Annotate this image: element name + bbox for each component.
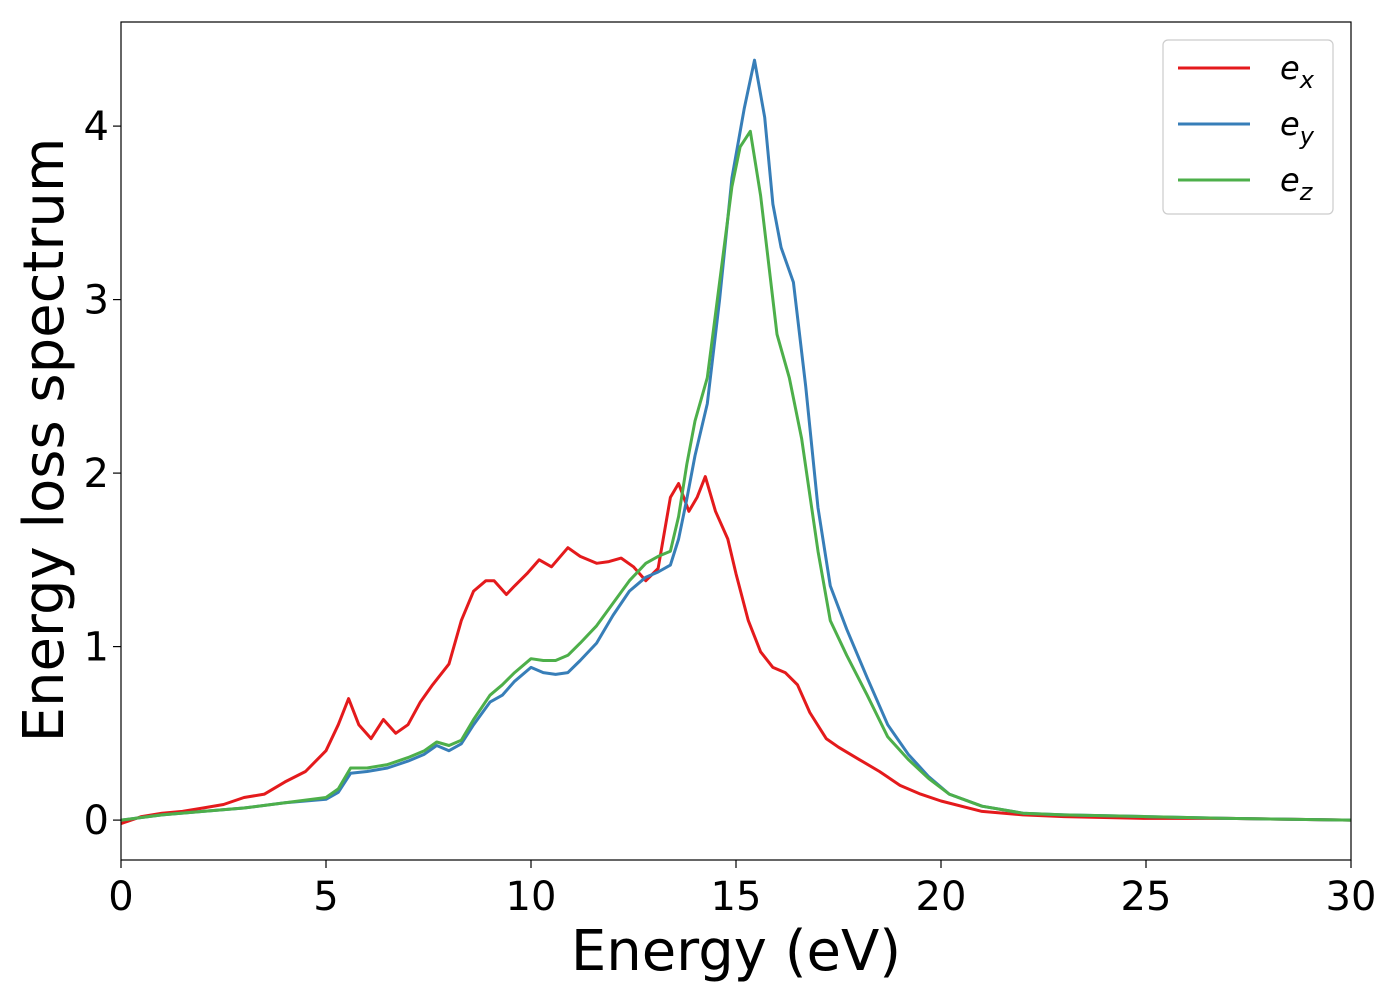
x-tick-label: 5 bbox=[313, 874, 338, 920]
y-axis-label: Energy loss spectrum bbox=[12, 138, 77, 743]
x-tick-label: 10 bbox=[506, 874, 557, 920]
x-tick-label: 0 bbox=[108, 874, 133, 920]
x-tick-label: 15 bbox=[711, 874, 762, 920]
y-tick-label: 4 bbox=[84, 104, 109, 150]
y-tick-label: 3 bbox=[84, 278, 109, 324]
series-line-y bbox=[121, 58, 1351, 822]
legend-box bbox=[1162, 39, 1334, 215]
y-tick-label: 1 bbox=[84, 625, 109, 671]
y-tick-label: 0 bbox=[84, 798, 109, 844]
legend-label-x: ex bbox=[1280, 49, 1315, 94]
x-tick-label: 20 bbox=[916, 874, 967, 920]
x-tick-label: 25 bbox=[1121, 874, 1172, 920]
series-line-x bbox=[121, 475, 1351, 826]
legend-label-y: ey bbox=[1280, 105, 1315, 150]
x-tick-label: 30 bbox=[1326, 874, 1377, 920]
x-axis-label: Energy (eV) bbox=[571, 919, 901, 984]
series-line-z bbox=[121, 129, 1351, 822]
x-axis-ticks: 0 5 10 15 20 25 30 bbox=[108, 860, 1376, 920]
y-tick-label: 2 bbox=[84, 451, 109, 497]
y-axis-ticks: 0 1 2 3 4 bbox=[84, 104, 121, 844]
